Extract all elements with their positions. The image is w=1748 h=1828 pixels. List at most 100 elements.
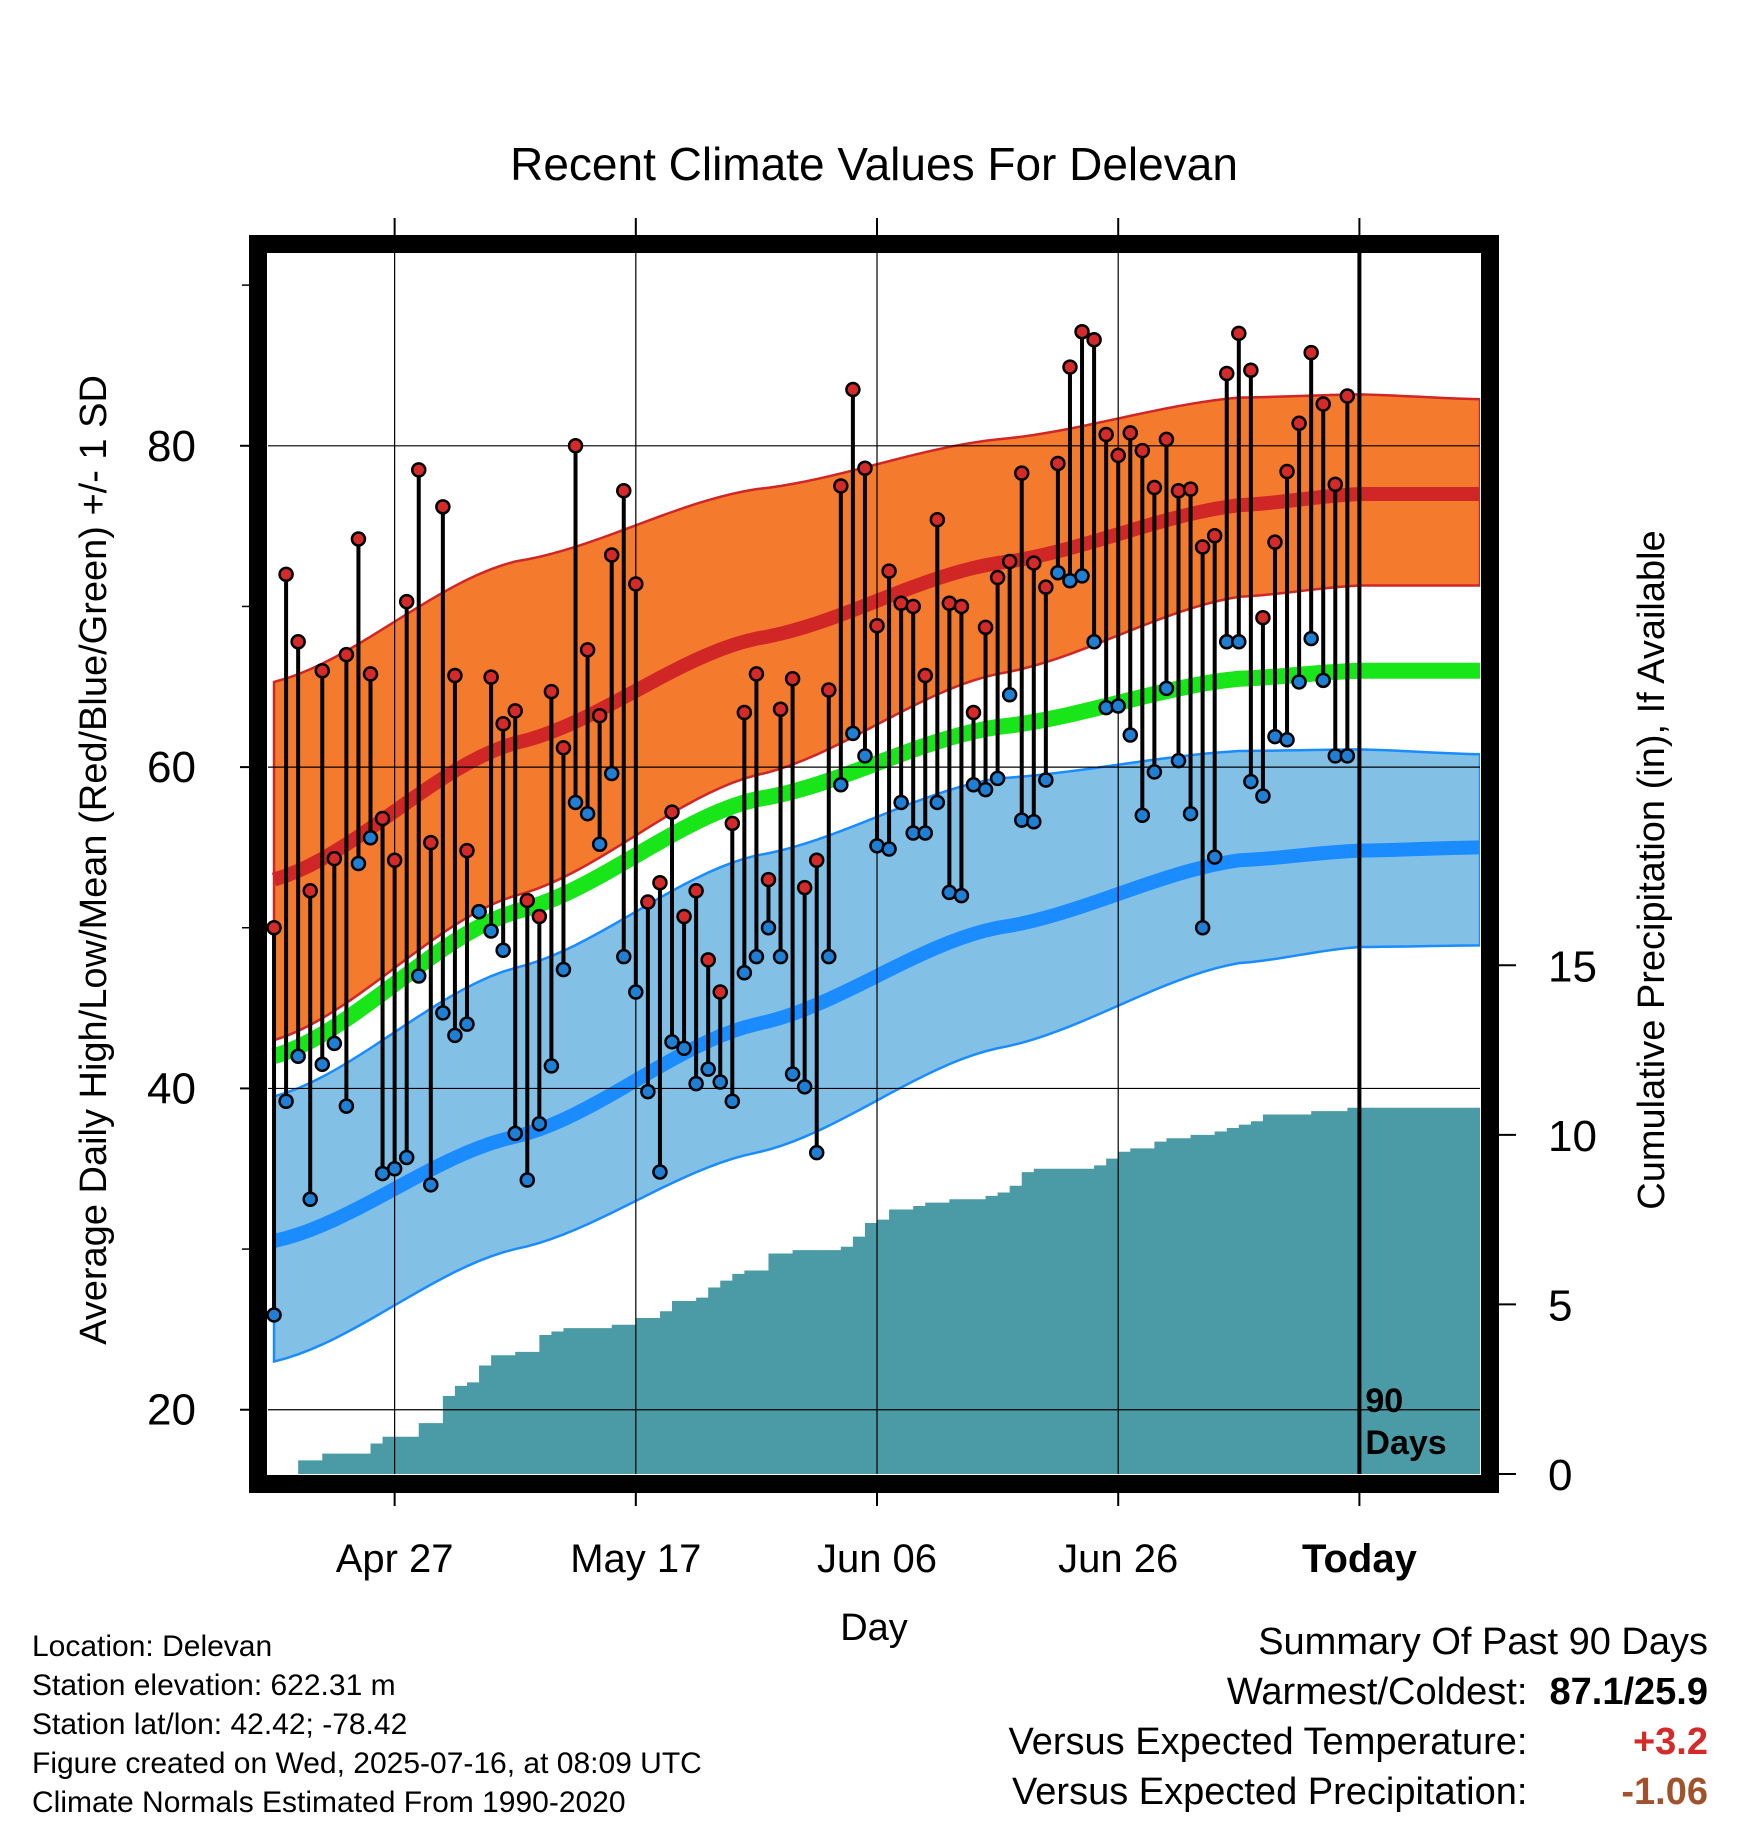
latlon-text: Station lat/lon: 42.42; -78.42: [32, 1708, 408, 1741]
daily-high-point: [748, 666, 765, 682]
warm-label: Warmest/Coldest:: [1226, 1671, 1528, 1713]
daily-low-point: [736, 964, 753, 981]
daily-high-point: [1086, 332, 1102, 348]
daily-low-point: [435, 1005, 451, 1021]
daily-high-point: [1062, 359, 1078, 375]
chart-title: Recent Climate Values For Delevan: [510, 138, 1238, 190]
daily-high-point: [1146, 479, 1163, 496]
daily-high-point: [1110, 447, 1126, 464]
daily-high-point: [374, 810, 391, 827]
daily-high-point: [290, 634, 306, 650]
daily-high-point: [821, 682, 837, 698]
daily-high-point: [929, 511, 946, 528]
daily-low-point: [857, 748, 873, 764]
daily-low-point: [314, 1056, 331, 1073]
grid-lines: 90 Days: [268, 253, 1480, 1474]
daily-low-point: [483, 923, 499, 939]
daily-high-point: [1327, 476, 1344, 493]
daily-high-point: [628, 576, 644, 592]
daily-high-point: [640, 894, 656, 910]
daily-low-point: [1194, 920, 1211, 936]
y-axis-label: Average Daily High/Low/Mean (Red/Blue/Gr…: [73, 375, 115, 1345]
x-tick-label: May 17: [570, 1537, 701, 1581]
daily-high-point: [869, 617, 885, 634]
y2-tick-label: 5: [1548, 1281, 1572, 1330]
daily-high-point: [362, 666, 379, 682]
daily-low-point: [495, 942, 511, 959]
daily-low-point: [917, 825, 934, 841]
daily-low-point: [1026, 813, 1042, 830]
daily-high-point: [1255, 609, 1271, 626]
daily-low-point: [1315, 672, 1331, 689]
daily-low-point: [519, 1172, 536, 1188]
data-marks: [266, 323, 1356, 1323]
daily-high-point: [1339, 388, 1356, 404]
daily-high-point: [833, 478, 849, 494]
daily-high-point: [1074, 323, 1090, 340]
daily-high-point: [1303, 344, 1319, 361]
daily-low-point: [712, 1074, 728, 1090]
daily-low-point: [1122, 727, 1139, 743]
y2-tick-label: 15: [1548, 942, 1597, 991]
daily-low-point: [845, 725, 861, 742]
daily-high-point: [543, 683, 560, 700]
daily-low-point: [398, 1149, 415, 1166]
daily-low-point: [929, 794, 946, 811]
daily-low-point: [386, 1161, 403, 1177]
daily-low-point: [1339, 748, 1356, 764]
daily-high-point: [507, 703, 523, 719]
daily-low-point: [410, 968, 427, 984]
daily-high-point: [326, 850, 343, 867]
daily-high-point: [1267, 534, 1283, 550]
x-tick-label: Jun 26: [1058, 1537, 1178, 1581]
daily-high-point: [386, 852, 403, 869]
daily-low-point: [1206, 849, 1223, 865]
daily-low-point: [278, 1093, 294, 1110]
daily-high-point: [555, 740, 572, 756]
daily-low-point: [579, 805, 596, 822]
daily-high-point: [1038, 579, 1054, 595]
daily-low-point: [700, 1061, 716, 1077]
daily-low-point: [362, 830, 379, 846]
daily-low-point: [1303, 630, 1319, 647]
daily-low-point: [1134, 807, 1151, 824]
daily-high-point: [1231, 325, 1247, 342]
daily-low-point: [977, 781, 994, 798]
daily-high-point: [953, 598, 970, 615]
daily-high-point: [845, 381, 861, 398]
daily-low-point: [447, 1027, 463, 1044]
daily-high-point: [1279, 463, 1295, 480]
daily-high-point: [423, 834, 439, 851]
daily-low-point: [1050, 564, 1066, 581]
daily-low-point: [302, 1191, 318, 1208]
y-tick-label: 80: [147, 422, 196, 471]
daily-high-point: [302, 883, 318, 899]
daily-high-point: [760, 871, 777, 888]
daily-high-point: [712, 984, 728, 1000]
daily-high-point: [1291, 415, 1307, 432]
daily-low-point: [1110, 698, 1126, 714]
warm-value: 87.1/25.9: [1549, 1671, 1708, 1713]
summary-warm-row: Warmest/Coldest: 87.1/25.9: [1009, 1667, 1708, 1717]
daily-high-point: [1050, 455, 1066, 472]
daily-high-point: [772, 701, 789, 718]
x-tick-label: Apr 27: [336, 1537, 454, 1581]
precip-label: Versus Expected Precipitation:: [1012, 1771, 1528, 1813]
daily-low-point: [808, 1144, 825, 1161]
daily-low-point: [784, 1066, 801, 1082]
daily-high-point: [1026, 555, 1042, 571]
daily-high-point: [447, 667, 463, 684]
daily-high-point: [1206, 528, 1223, 544]
daily-high-point: [495, 715, 511, 732]
daily-high-point: [435, 499, 451, 515]
daily-low-point: [1038, 772, 1054, 788]
daily-low-point: [338, 1098, 355, 1114]
daily-high-point: [664, 804, 680, 820]
daily-high-point: [989, 569, 1006, 586]
daily-low-point: [616, 948, 632, 965]
temp-label: Versus Expected Temperature:: [1008, 1721, 1528, 1763]
summary-temp-row: Versus Expected Temperature: +3.2: [1009, 1717, 1708, 1767]
daily-low-point: [1074, 568, 1090, 584]
today-days-label-1: 90: [1365, 1382, 1403, 1420]
daily-high-point: [688, 883, 704, 899]
